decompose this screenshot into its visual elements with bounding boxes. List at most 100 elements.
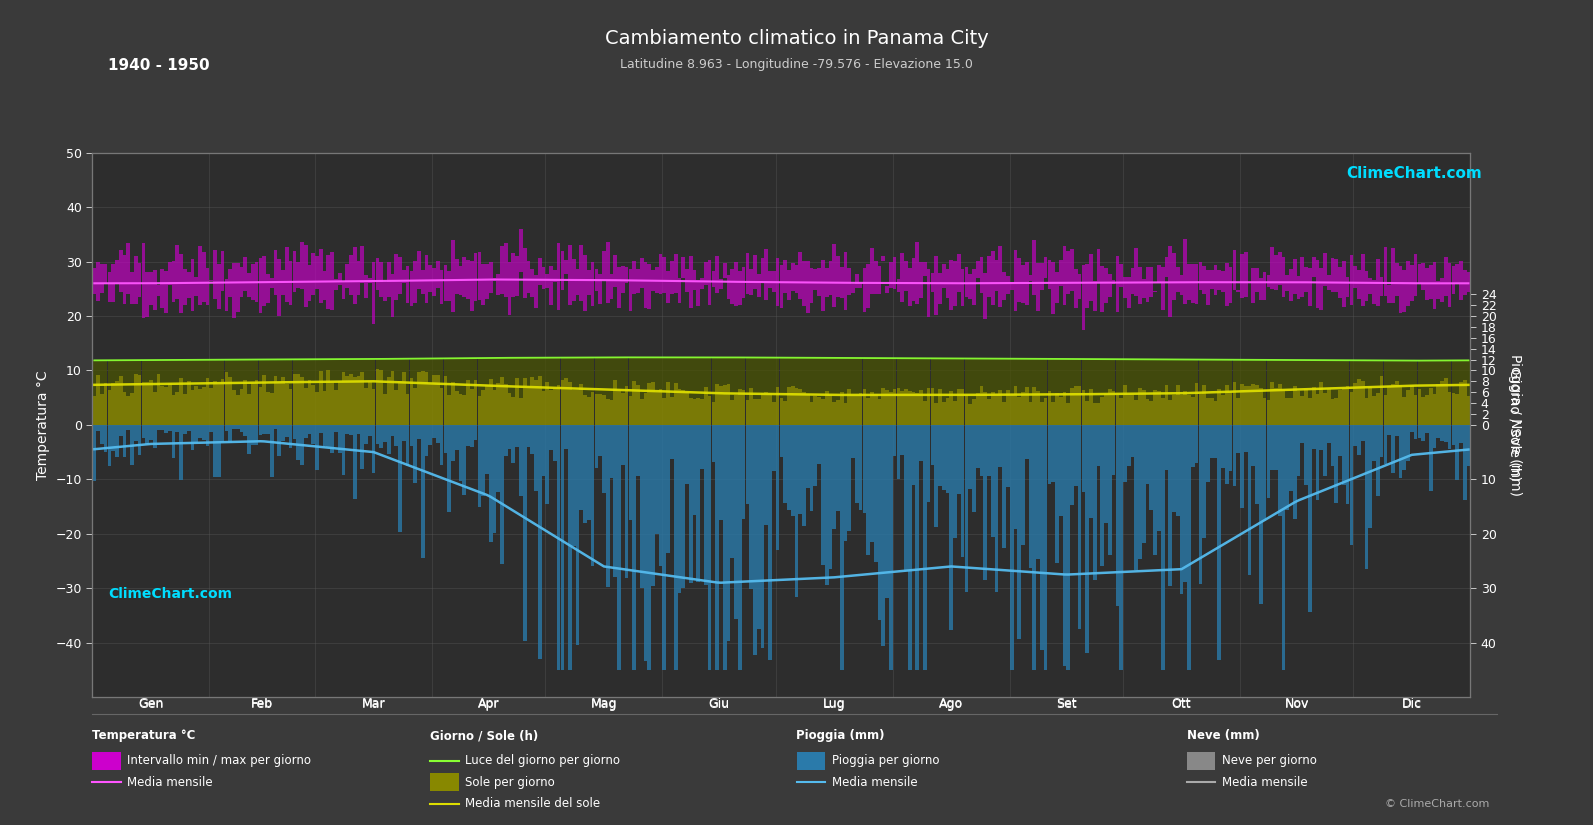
Bar (354, 425, 357, 499)
Bar (365, 388, 368, 425)
Bar (836, 425, 840, 512)
Bar (1153, 425, 1157, 555)
Bar (655, 392, 658, 425)
Bar (371, 425, 376, 474)
Bar (217, 425, 221, 477)
Bar (508, 358, 511, 393)
Bar (1096, 425, 1101, 466)
Bar (92, 396, 96, 425)
Bar (1063, 392, 1066, 425)
Bar (1172, 394, 1176, 425)
Bar (1418, 425, 1421, 437)
Bar (1066, 251, 1070, 295)
Bar (1372, 280, 1376, 304)
Bar (1115, 359, 1120, 395)
Bar (1013, 425, 1018, 529)
Bar (1035, 391, 1040, 425)
Bar (558, 385, 561, 425)
Bar (413, 262, 417, 303)
Bar (398, 257, 401, 295)
Bar (100, 425, 104, 444)
Bar (655, 357, 658, 392)
Bar (746, 400, 749, 425)
Bar (478, 252, 481, 300)
Bar (803, 425, 806, 526)
Bar (484, 425, 489, 474)
Bar (228, 360, 233, 377)
Text: 1940 - 1950: 1940 - 1950 (108, 58, 210, 73)
Bar (1021, 359, 1024, 392)
Bar (112, 425, 115, 451)
Bar (425, 372, 429, 425)
Bar (1153, 360, 1157, 390)
Text: Lug: Lug (824, 698, 846, 711)
Bar (534, 276, 538, 308)
Bar (980, 425, 983, 476)
Bar (677, 389, 682, 425)
Bar (1365, 361, 1368, 398)
Bar (875, 425, 878, 562)
Bar (594, 357, 599, 394)
Bar (443, 376, 448, 425)
Bar (1180, 425, 1184, 594)
Bar (1126, 425, 1131, 465)
Bar (862, 425, 867, 513)
Bar (1297, 391, 1300, 425)
Bar (636, 357, 640, 384)
Bar (481, 425, 484, 497)
Bar (315, 256, 319, 289)
Bar (202, 252, 205, 302)
Bar (1051, 403, 1055, 425)
Bar (156, 425, 161, 430)
Bar (96, 375, 100, 425)
Bar (1368, 278, 1372, 294)
Bar (1013, 250, 1018, 310)
Bar (938, 425, 941, 486)
Bar (599, 274, 602, 304)
Bar (916, 242, 919, 304)
Bar (266, 360, 269, 393)
Bar (1115, 257, 1120, 313)
Text: Apr: Apr (478, 697, 500, 710)
Bar (1437, 281, 1440, 299)
Bar (916, 393, 919, 425)
Bar (519, 358, 523, 398)
Bar (790, 358, 795, 386)
Bar (949, 390, 953, 425)
Bar (1247, 360, 1252, 385)
Bar (311, 359, 315, 385)
Bar (1176, 385, 1179, 425)
Bar (236, 360, 239, 394)
Bar (760, 357, 765, 394)
Bar (814, 396, 817, 425)
Bar (663, 257, 666, 293)
Bar (92, 361, 96, 396)
Bar (1437, 425, 1440, 438)
Bar (696, 425, 701, 582)
Bar (379, 359, 382, 370)
Bar (1346, 276, 1349, 297)
Bar (255, 262, 258, 302)
Bar (726, 425, 730, 641)
Bar (119, 250, 123, 292)
Bar (1467, 396, 1470, 425)
Bar (436, 358, 440, 375)
Bar (787, 387, 790, 425)
Bar (421, 270, 425, 295)
Bar (957, 389, 961, 425)
Bar (746, 253, 749, 294)
Bar (429, 384, 432, 425)
Bar (1451, 361, 1454, 393)
Bar (274, 376, 277, 425)
Bar (867, 425, 870, 554)
Bar (663, 398, 666, 425)
Bar (191, 259, 194, 310)
Bar (806, 394, 809, 425)
Bar (1426, 268, 1429, 300)
Bar (870, 425, 875, 542)
Bar (134, 361, 137, 375)
Bar (946, 398, 949, 425)
Bar (624, 266, 628, 283)
Bar (773, 425, 776, 471)
Bar (922, 358, 927, 401)
